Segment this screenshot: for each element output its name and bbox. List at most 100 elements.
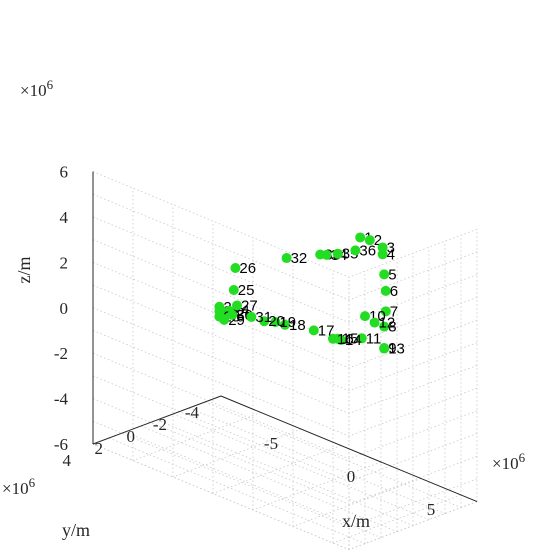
data-point-label: 9 [388, 340, 396, 357]
data-point-32 [281, 253, 292, 264]
back-grid-line [92, 284, 350, 392]
z-tick-label: 0 [60, 299, 69, 318]
data-point-20 [259, 316, 270, 327]
data-point-12 [369, 317, 380, 328]
data-point-31 [246, 311, 257, 322]
y-tick-label: -4 [185, 403, 200, 422]
data-point-6 [380, 285, 391, 296]
y-tick-label: 2 [95, 439, 104, 458]
z-exponent-label: ×106 [20, 77, 54, 100]
data-point-label: 27 [241, 297, 258, 314]
x-tick-label: 5 [427, 500, 436, 519]
side-grid-line [348, 296, 478, 346]
data-point-label: 16 [337, 331, 354, 348]
side-grid-line [348, 319, 478, 369]
back-grid-line [92, 398, 350, 505]
side-grid-line [348, 410, 478, 460]
data-point-label: 14 [345, 332, 362, 349]
data-point-8 [379, 321, 390, 332]
back-grid-line [92, 193, 350, 301]
data-point-16 [328, 333, 338, 344]
z-tick-label: 2 [60, 253, 69, 272]
floor-grid-line [108, 437, 366, 544]
y-axis-line [92, 395, 222, 445]
side-grid-line [348, 478, 478, 528]
data-point-label: 2 [374, 232, 382, 249]
data-point-11 [356, 333, 367, 344]
x-axis-line [220, 395, 478, 503]
side-grid-line [348, 387, 478, 437]
floor-grid-line [92, 443, 350, 550]
data-point-label: 12 [379, 315, 396, 332]
data-point-10 [360, 311, 370, 322]
data-point-label: 19 [279, 314, 296, 331]
data-point-34 [321, 249, 332, 260]
data-point-label: 4 [387, 246, 395, 263]
y-tick-label: 0 [127, 427, 136, 446]
floor-grid-line [156, 419, 414, 526]
data-point-label: 6 [390, 283, 398, 300]
data-point-label: 3 [387, 239, 395, 256]
y-tick-label: 4 [63, 451, 72, 470]
floor-grid-line [188, 407, 446, 514]
grid-layer [92, 171, 478, 550]
point-layer: 1234567891011121314151617181920212223242… [214, 229, 405, 358]
data-point-13 [379, 343, 390, 354]
side-grid-line [348, 342, 478, 392]
data-point-7 [380, 306, 391, 317]
data-point-35 [332, 248, 343, 259]
data-point-label: 15 [342, 331, 359, 348]
floor-grid-line [172, 413, 430, 520]
data-point-label: 7 [390, 303, 398, 320]
data-point-label: 36 [359, 242, 376, 259]
back-grid-line [92, 330, 350, 437]
data-point-5 [379, 269, 390, 280]
data-point-19 [270, 317, 281, 328]
floor-grid-line [172, 428, 302, 478]
z-tick-label: -2 [54, 344, 68, 363]
data-point-label: 11 [366, 330, 382, 347]
side-grid-line [348, 365, 478, 414]
x-axis-label: x/m [342, 511, 370, 531]
data-point-4 [377, 249, 388, 260]
data-point-label: 26 [239, 260, 256, 277]
data-point-label: 18 [289, 317, 306, 334]
data-point-label: 31 [255, 309, 272, 326]
side-grid-line [348, 501, 478, 550]
x-tick-label: -5 [264, 434, 278, 453]
data-point-18 [280, 319, 290, 330]
floor-grid-line [212, 445, 342, 494]
data-point-25 [228, 285, 239, 296]
side-grid-line [348, 251, 478, 301]
axis-layer [92, 171, 478, 503]
data-point-17 [308, 325, 319, 336]
data-point-23 [214, 301, 225, 312]
data-point-label: 25 [238, 282, 255, 299]
z-tick-label: -6 [54, 435, 68, 454]
x-exponent-label: ×106 [492, 450, 526, 473]
back-grid-line [92, 443, 350, 550]
data-point-27 [232, 300, 242, 311]
z-tick-label: 6 [60, 163, 69, 182]
z-tick-label: -4 [54, 390, 69, 409]
y-exponent-label: ×106 [2, 475, 36, 498]
data-point-label: 13 [388, 341, 405, 358]
data-point-label: 8 [388, 319, 396, 336]
z-axis-label: z/m [14, 257, 34, 284]
data-point-36 [350, 245, 361, 256]
data-point-label: 32 [291, 250, 308, 267]
x-tick-label: 0 [347, 467, 356, 486]
z-tick-label: 4 [60, 208, 69, 227]
data-point-label: 20 [268, 313, 285, 330]
data-point-29 [219, 314, 230, 325]
data-point-label: 17 [318, 322, 335, 339]
data-point-30 [227, 309, 238, 320]
y-axis-label: y/m [62, 520, 90, 540]
data-point-label: 5 [388, 266, 396, 283]
data-point-2 [364, 235, 375, 246]
side-grid-line [348, 433, 478, 482]
data-point-1 [355, 232, 366, 243]
back-grid-line [92, 171, 350, 278]
data-point-26 [230, 262, 241, 273]
